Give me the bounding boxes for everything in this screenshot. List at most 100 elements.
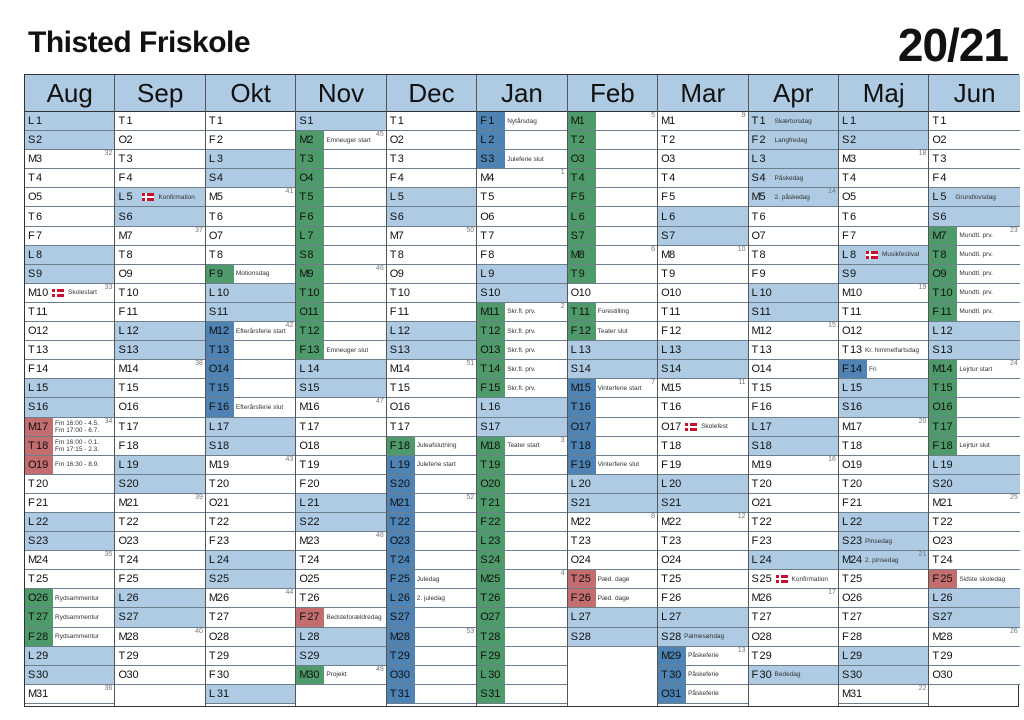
day-number: 7 xyxy=(397,229,404,242)
day-row: O 24 xyxy=(567,551,658,571)
day-number: 26 xyxy=(488,592,501,605)
weekday-letter: T xyxy=(570,401,578,414)
day-note: Juleafslutning xyxy=(416,442,457,450)
weekday-letter: O xyxy=(118,134,127,147)
day-number: 20 xyxy=(849,477,863,490)
day-cell: S 13 xyxy=(929,341,953,359)
week-number: 51 xyxy=(466,360,475,368)
weekday-letter: M xyxy=(661,115,671,128)
day-cell: L 19 xyxy=(929,456,953,474)
day-cell: T 20 xyxy=(206,475,230,493)
day-cell: T 16 xyxy=(658,398,682,416)
day-number: 29 xyxy=(940,649,953,662)
day-row: L 29 xyxy=(25,646,115,666)
day-cell: O 23 xyxy=(115,532,139,550)
day-number: 29 xyxy=(307,649,320,662)
day-number: 26 xyxy=(669,592,682,605)
day-number: 4 xyxy=(126,172,133,185)
day-number: 9 xyxy=(669,267,676,280)
day-number: 7 xyxy=(307,229,314,242)
weekday-letter: O xyxy=(299,573,308,586)
day-cell: M 31 xyxy=(839,685,863,703)
day-number: 25 xyxy=(669,573,682,586)
day-row: L 12 xyxy=(115,322,205,342)
day-number: 22 xyxy=(488,516,501,529)
day-cell: S 29 xyxy=(296,647,320,665)
weekday-letter: L xyxy=(480,668,487,681)
day-cell: M 17 xyxy=(25,417,53,436)
day-cell: O 19 xyxy=(839,456,863,474)
weekday-letter: F xyxy=(28,630,35,643)
weekday-letter: T xyxy=(661,134,668,147)
weekday-letter: F xyxy=(480,382,487,395)
day-row: M 28 26 xyxy=(929,627,1020,647)
day-cell: T 24 xyxy=(386,551,415,570)
day-row: M 31 36 xyxy=(25,684,115,704)
day-number: 9 xyxy=(397,267,404,280)
day-cell: S 10 xyxy=(477,284,501,302)
day-number: 30 xyxy=(36,668,49,681)
day-row: F 9 Motionsdag xyxy=(205,264,296,284)
weekday-letter: O xyxy=(661,153,670,166)
weekday-letter: M xyxy=(208,325,219,338)
day-number: 6 xyxy=(397,210,404,223)
day-row: S 27 xyxy=(115,608,205,628)
weekday-letter: S xyxy=(932,344,940,357)
day-row: S 31 xyxy=(477,684,567,704)
weekday-letter: S xyxy=(28,267,36,280)
weekday-letter: T xyxy=(751,477,759,490)
day-row: S 10 xyxy=(477,283,567,303)
day-number: 20 xyxy=(36,477,49,490)
weekday-letter: T xyxy=(389,286,397,299)
day-note: Rydsammentur xyxy=(55,613,100,621)
day-number: 6 xyxy=(126,210,133,223)
week-number: 8 xyxy=(651,512,656,520)
day-number: 13 xyxy=(940,344,953,357)
day-row: O 23 xyxy=(386,532,477,552)
day-cell: L 27 xyxy=(658,608,682,626)
day-cell: F 30 xyxy=(206,666,230,684)
month-header: Apr xyxy=(748,75,838,112)
day-row: L 14 xyxy=(296,360,386,380)
weekday-letter: O xyxy=(208,496,218,509)
day-number: 20 xyxy=(126,477,139,490)
day-number: 15 xyxy=(307,382,320,395)
day-note: Vinterferie slut xyxy=(597,461,640,469)
day-row: F 11 Mundtl. prv. xyxy=(929,302,1020,323)
day-row: M 3 32 xyxy=(25,150,115,170)
day-note: Påskeferie xyxy=(688,652,719,660)
day-row: F 1 Nytårsdag xyxy=(477,112,567,132)
day-row: M 7 50 xyxy=(386,226,477,246)
day-cell: T 18 xyxy=(25,436,53,455)
weekday-letter: O xyxy=(932,535,941,548)
day-row: M 14 51 xyxy=(386,360,477,380)
day-number: 10 xyxy=(36,286,49,299)
weekday-letter: T xyxy=(751,649,759,662)
day-row: T 17 xyxy=(115,417,205,437)
day-number: 29 xyxy=(216,649,230,662)
day-number: 11 xyxy=(36,305,48,318)
weekday-letter: T xyxy=(841,172,849,185)
day-note: Lejrtur start xyxy=(959,365,993,373)
weekday-letter: M xyxy=(841,554,852,567)
weekday-letter: T xyxy=(480,325,487,338)
day-number: 25 xyxy=(216,573,230,586)
day-cell: T 27 xyxy=(206,608,230,626)
day-row: S 11 xyxy=(205,302,296,323)
day-row: F 26 xyxy=(658,589,748,609)
